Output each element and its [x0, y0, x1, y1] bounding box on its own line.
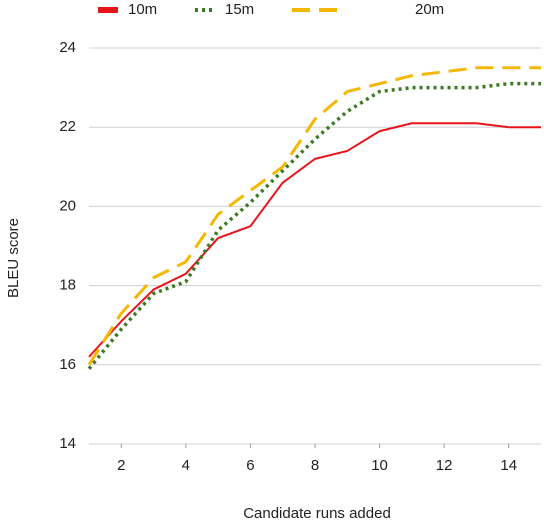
- x-tick-label: 14: [500, 457, 517, 474]
- x-tick-label: 2: [117, 457, 125, 474]
- legend-label: 10m: [128, 1, 157, 18]
- y-tick-label: 18: [59, 277, 76, 294]
- x-tick-label: 8: [311, 457, 319, 474]
- y-tick-label: 20: [59, 197, 76, 214]
- y-axis-label: BLEU score: [5, 218, 22, 298]
- series-line: [87, 81, 541, 370]
- y-tick-label: 14: [59, 435, 76, 452]
- y-tick-label: 16: [59, 356, 76, 373]
- x-tick-label: 10: [371, 457, 388, 474]
- series-line: [88, 122, 541, 358]
- x-tick-label: 12: [436, 457, 453, 474]
- x-tick-label: 6: [246, 457, 254, 474]
- legend-label: 15m: [225, 1, 254, 18]
- legend-label: 20m: [415, 1, 444, 18]
- y-tick-label: 24: [59, 39, 76, 56]
- x-tick-label: 4: [182, 457, 190, 474]
- series-line: [87, 66, 541, 366]
- y-tick-label: 22: [59, 118, 76, 135]
- x-axis-label: Candidate runs added: [243, 505, 391, 520]
